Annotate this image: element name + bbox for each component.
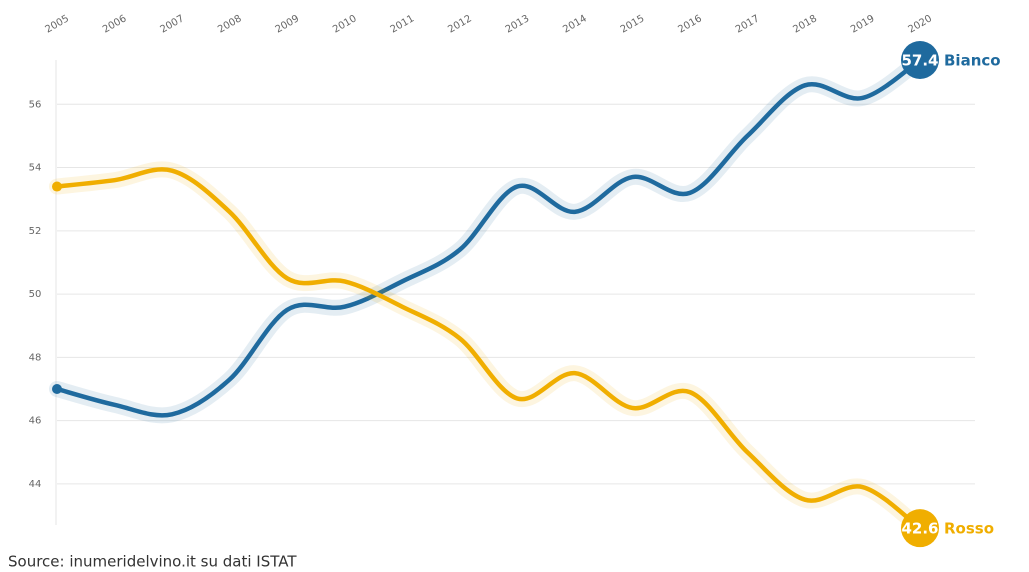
x-tick-label: 2018 <box>791 13 819 35</box>
end-point <box>901 41 939 79</box>
x-tick-label: 2005 <box>43 13 71 35</box>
y-tick-label: 54 <box>29 163 42 174</box>
x-tick-label: 2014 <box>561 13 589 35</box>
x-tick-label: 2006 <box>101 13 129 35</box>
x-tick-label: 2008 <box>216 13 244 35</box>
start-point <box>52 181 62 192</box>
y-tick-label: 56 <box>29 99 42 110</box>
y-tick-label: 44 <box>29 479 42 490</box>
end-point <box>901 509 939 548</box>
y-tick-label: 52 <box>29 226 42 237</box>
source: Source: inumeridelvino.it su dati ISTAT <box>8 553 297 571</box>
x-tick-label: 2016 <box>676 13 704 35</box>
line <box>54 57 923 418</box>
y-tick-label: 46 <box>29 416 42 427</box>
x-tick-label: 2009 <box>274 13 302 35</box>
x-tick-label: 2007 <box>159 13 187 35</box>
series-label: Bianco <box>944 52 1001 70</box>
x-tick-label: 2019 <box>849 13 877 35</box>
x-tick-label: 2010 <box>331 13 359 35</box>
end-value-label: 42.6 <box>901 520 938 538</box>
x-tick-label: 2012 <box>446 13 474 35</box>
x-tick-label: 2020 <box>906 13 934 35</box>
line <box>54 167 923 531</box>
x-tick-label: 2011 <box>389 13 417 35</box>
start-point <box>52 383 62 394</box>
end-value-label: 57.4 <box>901 52 938 70</box>
y-tick-label: 48 <box>29 352 42 363</box>
y-tick-label: 50 <box>29 289 42 300</box>
series-label: Rosso <box>944 520 994 538</box>
x-tick-label: 2017 <box>734 13 762 35</box>
x-tick-label: 2013 <box>504 13 532 35</box>
x-tick-label: 2015 <box>619 13 647 35</box>
